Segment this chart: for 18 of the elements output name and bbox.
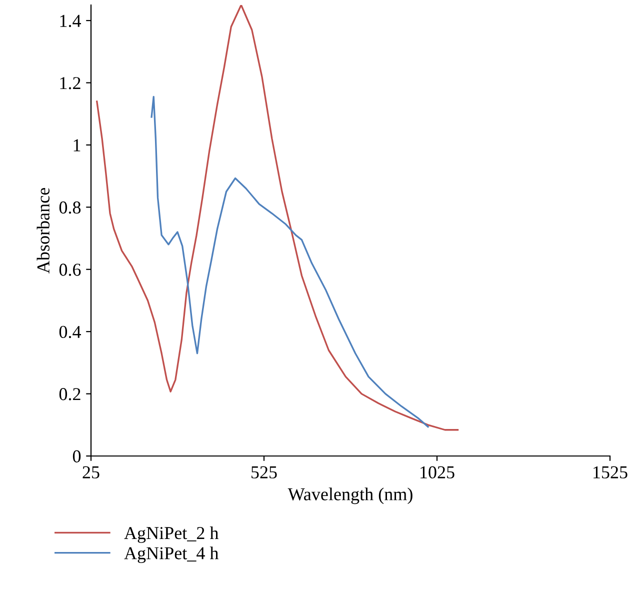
x-tick-label: 525: [252, 466, 277, 478]
x-tick-label: 25: [82, 466, 100, 478]
y-tick-label: 1.2: [60, 77, 80, 90]
y-tick-label: 0.8: [59, 201, 81, 214]
y-tick-label: 1: [74, 139, 80, 152]
x-tick-label: 1525: [594, 466, 628, 478]
y-tick-label: 0.4: [59, 326, 81, 338]
y-tick-label: 1.4: [60, 14, 81, 28]
y-tick-label: 0.2: [59, 388, 80, 400]
y-tick-label: 0: [72, 450, 81, 462]
legend-label: AgNiPet_2 h: [124, 526, 219, 543]
x-tick-label: 1025: [420, 466, 454, 478]
x-axis-title: Wavelength (nm): [288, 488, 412, 504]
legend-label: AgNiPet_4 h: [124, 546, 219, 564]
line-series: [96, 5, 459, 431]
y-tick-label: 0.6: [59, 264, 81, 276]
line-series: [150, 96, 429, 428]
y-axis-title: Absorbance: [36, 188, 50, 274]
